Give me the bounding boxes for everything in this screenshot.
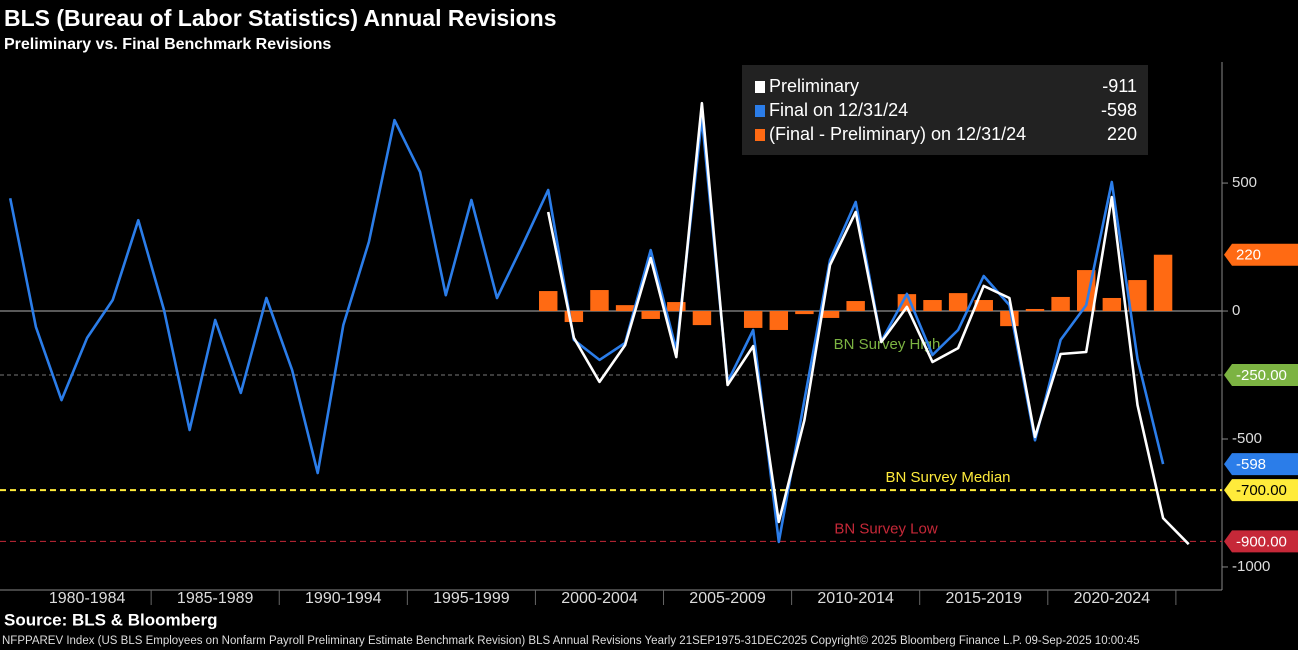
y-tick-label: -500	[1232, 430, 1262, 447]
bar	[539, 291, 558, 312]
bar	[1025, 308, 1045, 312]
legend-swatch	[755, 105, 765, 117]
bar	[615, 305, 635, 312]
x-tick-label: 2005-2009	[689, 590, 766, 607]
reference-tag: -700.00	[1236, 482, 1287, 499]
bar	[769, 311, 789, 330]
chart-subtitle: Preliminary vs. Final Benchmark Revision…	[4, 36, 331, 53]
legend-value: -911	[1102, 76, 1137, 96]
x-tick-label: 2020-2024	[1074, 590, 1151, 607]
source: Source: BLS & Bloomberg	[4, 610, 217, 629]
x-tick-label: 1990-1994	[305, 590, 382, 607]
legend-value: -598	[1101, 100, 1137, 120]
legend-label: (Final - Preliminary) on 12/31/24	[769, 124, 1026, 144]
bar	[1051, 296, 1070, 312]
bar	[1000, 311, 1019, 327]
reference-label: BN Survey Median	[885, 469, 1010, 486]
reference-tag-bg	[1224, 530, 1298, 553]
legend-label: Preliminary	[769, 76, 859, 96]
bar	[667, 302, 686, 312]
bar	[795, 311, 814, 315]
bar	[692, 311, 712, 326]
last-value-tag-bg	[1224, 243, 1298, 266]
legend-label: Final on 12/31/24	[769, 100, 908, 120]
legend: Preliminary -911 Final on 12/31/24 -598 (Fin…	[742, 65, 1148, 155]
bar	[1128, 280, 1147, 312]
chart-title: BLS (Bureau of Labor Statistics) Annual …	[4, 5, 557, 31]
bar	[564, 311, 584, 323]
x-tick-label: 2000-2004	[561, 590, 638, 607]
reference-tag-bg	[1224, 364, 1298, 387]
reference-tag: -900.00	[1236, 533, 1287, 550]
last-value-tag: -598	[1236, 456, 1266, 473]
bar	[1102, 297, 1122, 312]
x-tick-label: 1985-1989	[177, 590, 254, 607]
bar	[923, 300, 942, 312]
bar	[820, 311, 840, 318]
bar	[1153, 254, 1173, 312]
last-value-tag-bg	[1224, 453, 1298, 476]
y-tick-label: -1000	[1232, 558, 1270, 575]
legend-swatch	[755, 81, 765, 93]
reference-tag-bg	[1224, 479, 1298, 502]
bar	[743, 311, 763, 328]
x-tick-label: 2010-2014	[817, 590, 894, 607]
legend-swatch	[755, 129, 765, 141]
bar	[846, 301, 865, 312]
x-tick-label: 2015-2019	[945, 590, 1022, 607]
bar	[641, 311, 660, 319]
x-tick-label: 1980-1984	[49, 590, 126, 607]
line	[8, 116, 1165, 544]
x-tick-label: 1995-1999	[433, 590, 510, 607]
y-tick-label: 0	[1232, 302, 1240, 319]
reference-label: BN Survey High	[834, 336, 941, 353]
reference-label: BN Survey Low	[834, 520, 938, 537]
bar	[590, 290, 609, 312]
y-tick-label: 500	[1232, 174, 1257, 191]
line	[546, 101, 1190, 546]
footer: NFPPAREV Index (US BLS Employees on Nonf…	[2, 635, 1140, 647]
reference-tag: -250.00	[1236, 367, 1287, 384]
bar	[974, 300, 993, 312]
legend-bg	[742, 65, 1148, 155]
bar	[948, 293, 968, 312]
last-value-tag: 220	[1236, 247, 1261, 264]
legend-value: 220	[1107, 124, 1137, 144]
